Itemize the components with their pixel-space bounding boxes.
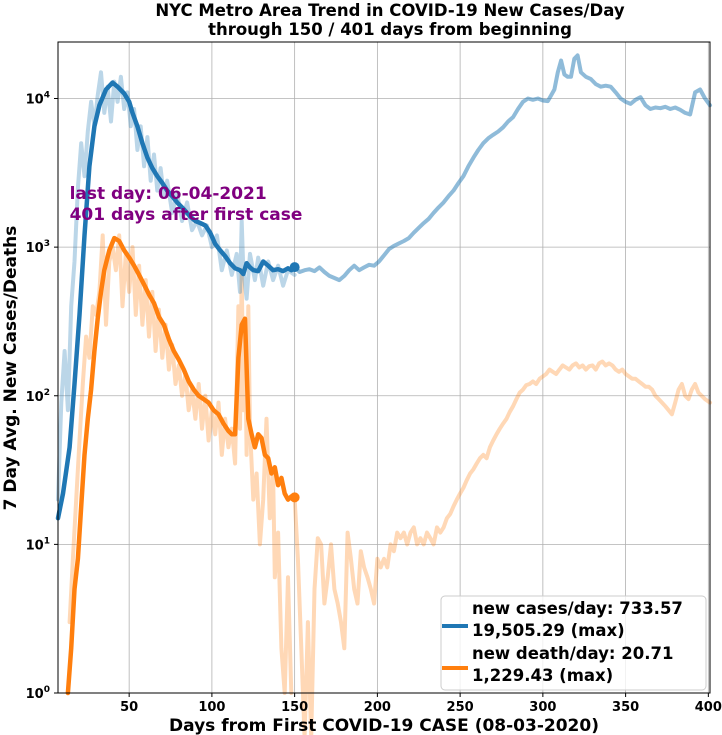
x-axis-label: Days from First COVID-19 CASE (08-03-202… [169,716,599,735]
x-tick-label: 100 [198,700,225,715]
series-line-cases-future [292,53,712,283]
plot-area [58,42,710,693]
plot-frame [57,41,711,694]
y-tick-label: 100 [26,685,50,702]
legend-label-deaths-line1: new death/day: 20.71 [472,644,673,663]
series-line-cases-current [55,80,297,521]
y-tick-label: 101 [26,536,50,553]
legend-label-cases-line1: new cases/day: 733.57 [472,599,683,618]
y-axis-ticks: 100 101 102 103 104 [26,91,58,702]
legend-label-cases-line2: 19,505.29 (max) [472,621,625,640]
y-tick-label: 102 [26,388,50,405]
legend-box [440,595,707,691]
x-tick-label: 300 [529,700,556,715]
y-tick-label: 103 [26,239,50,256]
y-axis-label: 7 Day Avg. New Cases/Deaths [1,226,21,511]
legend-label-deaths-line2: 1,229.43 (max) [472,666,613,685]
legend: new cases/day: 733.57 19,505.29 (max) ne… [440,595,707,691]
y-tick-label: 104 [26,91,50,108]
x-tick-label: 400 [695,700,722,715]
x-tick-label: 350 [612,700,639,715]
annotation-line-1: last day: 06-04-2021 [70,184,267,204]
x-tick-label: 50 [120,700,138,715]
series-line-deaths-raw [67,233,294,695]
x-tick-label: 250 [447,700,474,715]
annotation-line-2: 401 days after first case [70,205,303,225]
series-end-marker-deaths-current [289,492,300,503]
series-line-deaths-future [292,359,712,735]
x-tick-label: 200 [364,700,391,715]
series-line-deaths-current [65,235,297,696]
series-end-marker-cases-current [289,262,300,273]
x-axis-ticks: 50 100 150 200 250 300 350 400 [120,693,722,715]
series-lines [55,53,712,735]
x-tick-label: 150 [281,700,308,715]
chart-subtitle: through 150 / 401 days from beginning [208,20,572,39]
chart-title: NYC Metro Area Trend in COVID-19 New Cas… [155,1,625,20]
